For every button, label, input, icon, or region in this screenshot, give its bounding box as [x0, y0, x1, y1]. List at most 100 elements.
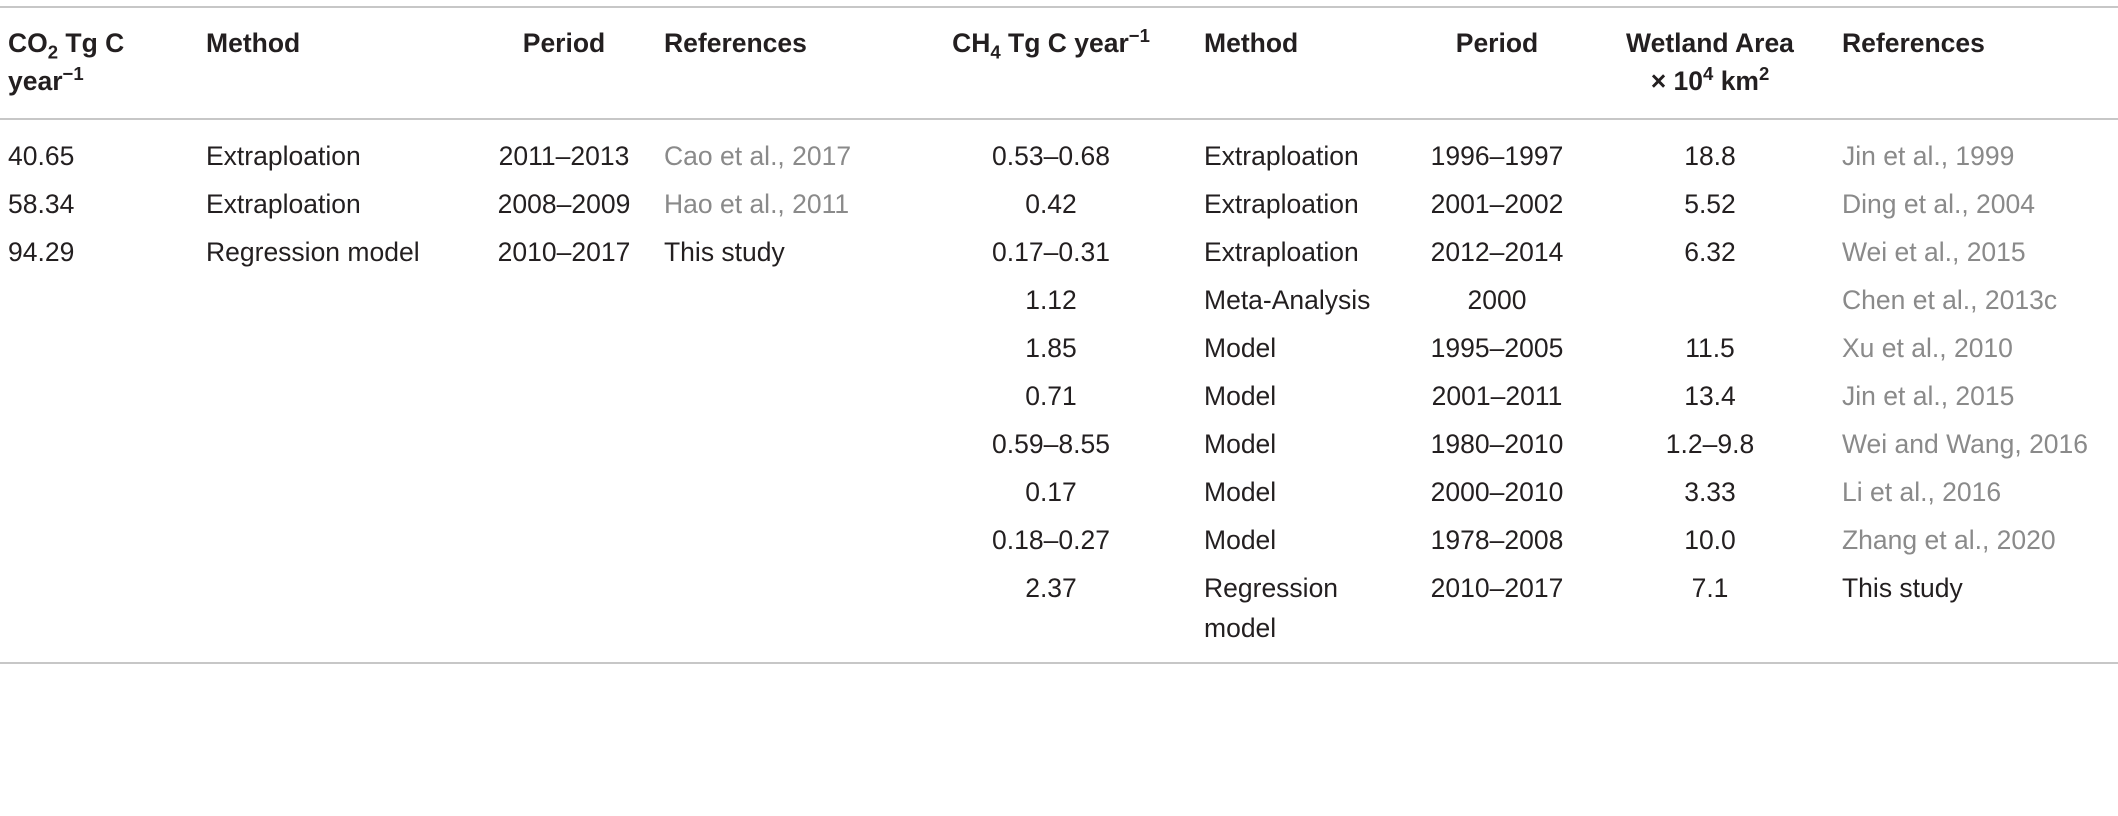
header-period-co2: Period — [522, 28, 606, 58]
cell-ch4-flux: 2.37 — [1025, 573, 1077, 603]
table-row: 94.29 Regression model 2010–2017 This study… — [0, 232, 2118, 280]
cell-period-co2 — [474, 520, 656, 568]
cell-method-co2 — [198, 472, 474, 520]
cell-co2-flux — [0, 520, 198, 568]
cell-reference-ch4[interactable]: Chen et al., 2013c — [1842, 285, 2058, 315]
cell-reference-co2 — [656, 376, 908, 424]
table-row: 2.37 Regression model 2010–2017 7.1 This stu… — [0, 568, 2118, 663]
cell-reference-ch4[interactable]: Jin et al., 2015 — [1842, 381, 2015, 411]
table-row: 1.12 Meta-Analysis 2000 Chen et al., 2013c — [0, 280, 2118, 328]
header-method-ch4: Method — [1204, 28, 1299, 58]
cell-co2-flux — [0, 280, 198, 328]
cell-period-ch4: 1980–2010 — [1430, 429, 1564, 459]
cell-method-ch4: Model — [1204, 429, 1277, 459]
header-references-co2: References — [664, 28, 807, 58]
cell-period-co2: 2010–2017 — [497, 237, 631, 267]
header-period-ch4: Period — [1455, 28, 1539, 58]
cell-method-co2: Regression model — [206, 237, 420, 267]
cell-ch4-flux: 0.59–8.55 — [992, 429, 1110, 459]
cell-reference-ch4[interactable]: Wei et al., 2015 — [1842, 237, 2026, 267]
cell-reference-co2[interactable]: Cao et al., 2017 — [664, 141, 852, 171]
cell-reference-ch4[interactable]: Ding et al., 2004 — [1842, 189, 2035, 219]
cell-ch4-flux: 0.71 — [1025, 381, 1077, 411]
cell-reference-ch4[interactable]: Jin et al., 1999 — [1842, 141, 2015, 171]
cell-method-co2 — [198, 424, 474, 472]
cell-reference-co2: This study — [664, 237, 785, 267]
cell-period-ch4: 2001–2002 — [1430, 189, 1564, 219]
cell-reference-co2[interactable]: Hao et al., 2011 — [664, 189, 850, 219]
cell-period-co2 — [474, 424, 656, 472]
cell-ch4-flux: 1.85 — [1025, 333, 1077, 363]
header-co2-flux: CO2 Tg C year−1 — [8, 28, 125, 96]
cell-wetland-area: 10.0 — [1684, 525, 1736, 555]
cell-method-co2 — [198, 280, 474, 328]
cell-co2-flux: 58.34 — [8, 189, 75, 219]
cell-period-co2: 2011–2013 — [498, 141, 630, 171]
table-row: 40.65 Extraploation 2011–2013 Cao et al., 2… — [0, 119, 2118, 184]
cell-method-co2 — [198, 520, 474, 568]
cell-ch4-flux: 0.42 — [1025, 189, 1077, 219]
table-row: 58.34 Extraploation 2008–2009 Hao et al., 2… — [0, 184, 2118, 232]
header-method-co2: Method — [206, 28, 301, 58]
cell-wetland-area — [1588, 280, 1834, 328]
cell-wetland-area: 6.32 — [1684, 237, 1736, 267]
cell-method-ch4: Model — [1204, 477, 1277, 507]
cell-period-ch4: 2001–2011 — [1431, 381, 1563, 411]
cell-method-ch4: Extraploation — [1204, 141, 1359, 171]
cell-period-co2 — [474, 568, 656, 663]
cell-method-ch4: Extraploation — [1204, 237, 1359, 267]
cell-wetland-area: 1.2–9.8 — [1665, 429, 1755, 459]
cell-wetland-area: 18.8 — [1684, 141, 1736, 171]
cell-reference-ch4[interactable]: Xu et al., 2010 — [1842, 333, 2013, 363]
cell-period-ch4: 1978–2008 — [1430, 525, 1564, 555]
cell-co2-flux: 40.65 — [8, 141, 75, 171]
cell-co2-flux: 94.29 — [8, 237, 75, 267]
cell-reference-co2 — [656, 472, 908, 520]
cell-method-ch4: Meta-Analysis — [1204, 285, 1371, 315]
cell-period-co2 — [474, 376, 656, 424]
cell-method-co2 — [198, 328, 474, 376]
cell-reference-ch4[interactable]: Li et al., 2016 — [1842, 477, 2002, 507]
cell-reference-co2 — [656, 520, 908, 568]
table-row: 0.17 Model 2000–2010 3.33 Li et al., 2016 — [0, 472, 2118, 520]
cell-method-co2 — [198, 568, 474, 663]
cell-period-ch4: 2012–2014 — [1430, 237, 1564, 267]
header-ch4-flux: CH4 Tg C year−1 — [952, 25, 1150, 63]
cell-period-co2 — [474, 280, 656, 328]
cell-reference-ch4[interactable]: Zhang et al., 2020 — [1842, 525, 2056, 555]
cell-ch4-flux: 0.53–0.68 — [992, 141, 1110, 171]
table-row: 1.85 Model 1995–2005 11.5 Xu et al., 2010 — [0, 328, 2118, 376]
table-row: 0.18–0.27 Model 1978–2008 10.0 Zhang et al.,… — [0, 520, 2118, 568]
cell-reference-co2 — [656, 280, 908, 328]
cell-period-co2 — [474, 472, 656, 520]
cell-method-co2 — [198, 376, 474, 424]
cell-co2-flux — [0, 568, 198, 663]
cell-co2-flux — [0, 424, 198, 472]
cell-ch4-flux: 0.17 — [1025, 477, 1077, 507]
cell-wetland-area: 5.52 — [1684, 189, 1736, 219]
table-row: 0.59–8.55 Model 1980–2010 1.2–9.8 Wei and Wa… — [0, 424, 2118, 472]
header-wetland-area: Wetland Area × 104 km2 — [1626, 28, 1794, 96]
cell-ch4-flux: 0.17–0.31 — [992, 237, 1110, 267]
cell-wetland-area: 7.1 — [1691, 573, 1729, 603]
cell-wetland-area: 3.33 — [1684, 477, 1736, 507]
header-references-ch4: References — [1842, 28, 1985, 58]
cell-method-co2: Extraploation — [206, 189, 361, 219]
cell-wetland-area: 11.5 — [1685, 333, 1735, 363]
cell-co2-flux — [0, 472, 198, 520]
cell-method-ch4: Model — [1204, 333, 1277, 363]
cell-period-co2: 2008–2009 — [497, 189, 631, 219]
cell-period-ch4: 1996–1997 — [1430, 141, 1564, 171]
cell-method-ch4: Model — [1204, 381, 1277, 411]
header-row: CO2 Tg C year−1 Method Period References… — [0, 7, 2118, 119]
table-row: 0.71 Model 2001–2011 13.4 Jin et al., 2015 — [0, 376, 2118, 424]
cell-period-ch4: 2000 — [1467, 285, 1527, 315]
cell-method-ch4: Extraploation — [1204, 189, 1359, 219]
cell-co2-flux — [0, 376, 198, 424]
cell-ch4-flux: 1.12 — [1025, 285, 1077, 315]
cell-method-ch4: Model — [1204, 525, 1277, 555]
cell-period-ch4: 2000–2010 — [1430, 477, 1564, 507]
cell-reference-ch4[interactable]: Wei and Wang, 2016 — [1842, 429, 2089, 459]
cell-co2-flux — [0, 328, 198, 376]
cell-wetland-area: 13.4 — [1684, 381, 1736, 411]
